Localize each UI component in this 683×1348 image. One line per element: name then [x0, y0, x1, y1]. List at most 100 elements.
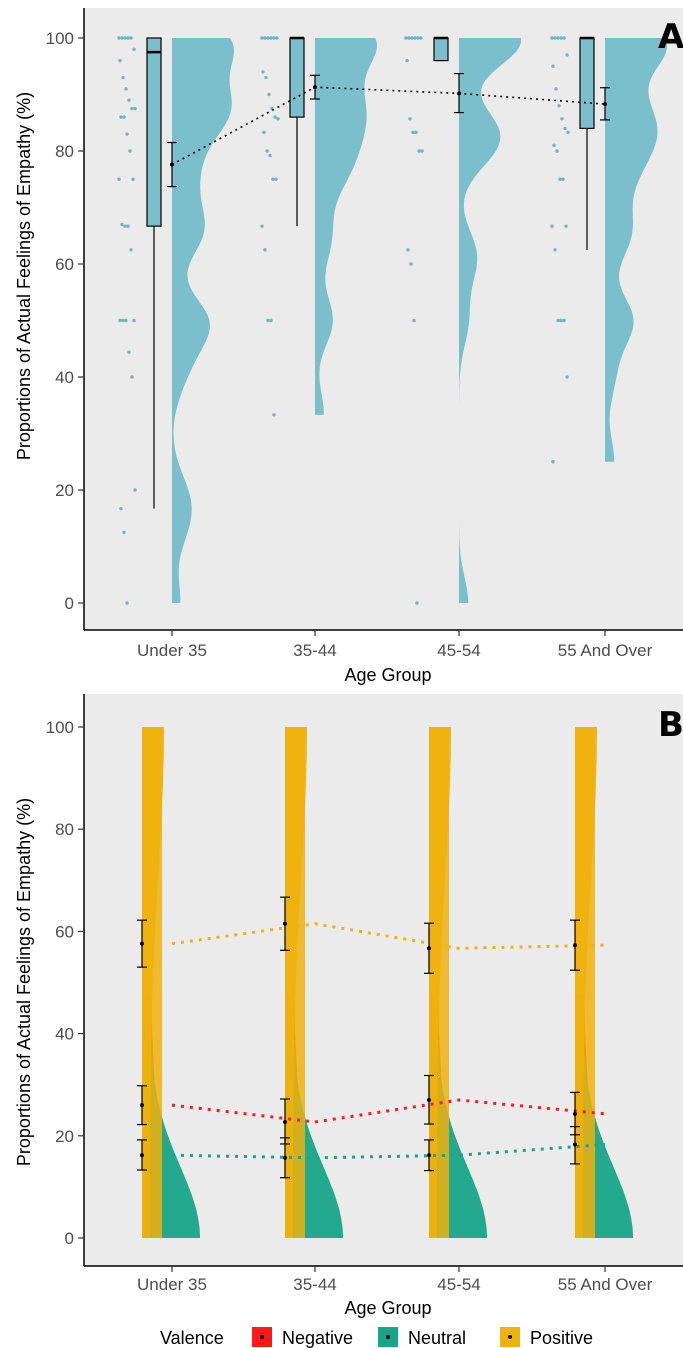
raw-point: [559, 36, 563, 40]
raw-point: [126, 224, 130, 228]
x-tick-label: 35-44: [293, 641, 336, 660]
y-tick-label: 60: [55, 255, 74, 274]
raw-point: [133, 488, 137, 492]
legend-title: Valence: [160, 1328, 224, 1348]
box-positive: [285, 727, 305, 1238]
raw-point: [118, 58, 122, 63]
raw-point: [127, 98, 131, 102]
raw-point: [272, 36, 276, 40]
raw-point: [262, 130, 266, 135]
mean-point: [457, 91, 461, 96]
y-tick-label: 0: [65, 594, 74, 613]
raw-point: [269, 36, 273, 40]
raw-point: [416, 36, 420, 40]
x-tick-label: 55 And Over: [558, 641, 653, 660]
raw-point: [266, 318, 270, 323]
y-tick-label: 100: [46, 29, 74, 48]
panel-a-x-ticks: Under 35 35-44 45-54 55 And Over: [137, 630, 653, 660]
mean-point: [573, 943, 577, 948]
raw-point: [119, 115, 123, 119]
raw-point: [413, 36, 417, 40]
raw-point: [274, 177, 278, 181]
raw-point: [128, 149, 132, 153]
panel-b-y-axis-label: Proportions of Actual Feelings of Empath…: [14, 798, 34, 1166]
raw-point: [550, 36, 554, 40]
raw-point: [553, 248, 557, 252]
violin-1: [315, 38, 377, 415]
raw-point: [122, 115, 126, 119]
raw-point: [409, 262, 413, 266]
legend-label-positive: Positive: [530, 1328, 593, 1348]
raw-point: [273, 115, 277, 119]
raw-point: [559, 318, 563, 323]
raw-point: [123, 36, 127, 40]
panel-b-x-axis-label: Age Group: [344, 1298, 431, 1318]
box-2: [433, 37, 449, 62]
raw-point: [131, 177, 135, 181]
raw-point: [414, 130, 418, 135]
raw-point: [554, 87, 558, 91]
y-tick-label: 20: [55, 481, 74, 500]
raw-point: [420, 149, 424, 153]
violin-3: [605, 38, 667, 462]
raw-point: [408, 117, 412, 121]
raw-point: [130, 106, 134, 111]
y-tick-label: 80: [55, 142, 74, 161]
raw-point: [565, 375, 569, 379]
raw-point: [132, 318, 136, 323]
box-0: [146, 37, 162, 227]
raw-point: [118, 318, 122, 323]
raw-point: [561, 177, 565, 181]
raw-point: [406, 248, 410, 252]
x-tick-label: 55 And Over: [558, 1275, 653, 1294]
mean-point: [140, 941, 144, 946]
raw-point: [261, 70, 265, 74]
y-tick-label: 60: [55, 922, 74, 941]
panel-a-x-axis-label: Age Group: [344, 665, 431, 685]
raw-point: [557, 104, 561, 108]
box-positive: [142, 727, 162, 1238]
raw-point: [412, 318, 416, 323]
raw-point: [404, 36, 408, 40]
y-tick-label: 0: [65, 1229, 74, 1248]
raw-point: [121, 75, 125, 80]
raw-point: [129, 36, 133, 40]
raw-point: [558, 177, 562, 181]
mean-point: [283, 1120, 287, 1125]
raw-point: [124, 87, 128, 91]
raw-point: [122, 530, 126, 535]
raw-point: [564, 224, 568, 228]
raw-point: [127, 350, 131, 354]
panel-a-y-axis-label: Proportions of Actual Feelings of Empath…: [14, 92, 34, 460]
mean-point: [283, 1155, 287, 1160]
raw-point: [263, 36, 267, 40]
box-positive: [429, 727, 449, 1238]
panel-b-x-ticks: Under 35 35-44 45-54 55 And Over: [137, 1266, 653, 1294]
raw-point: [120, 222, 124, 227]
raw-point: [553, 36, 557, 40]
raw-point: [133, 106, 137, 111]
raw-point: [560, 117, 564, 121]
mean-point: [170, 162, 174, 167]
raw-point: [566, 130, 570, 135]
x-tick-label: 35-44: [293, 1275, 336, 1294]
legend-label-negative: Negative: [282, 1328, 353, 1348]
raw-point: [556, 318, 560, 323]
raw-point: [130, 375, 134, 379]
raw-point: [269, 318, 273, 323]
raw-point: [551, 460, 555, 464]
y-tick-label: 40: [55, 1025, 74, 1044]
mean-point: [573, 1142, 577, 1147]
legend: Valence Negative Neutral Positive: [160, 1327, 593, 1348]
raw-point: [119, 506, 123, 511]
raw-point: [556, 36, 560, 40]
raw-point: [411, 130, 415, 135]
legend-point: [508, 1335, 512, 1339]
panel-a-y-ticks: 0 20 40 60 80 100: [46, 29, 84, 613]
raw-point: [117, 36, 121, 40]
raw-point: [271, 177, 275, 181]
raw-point: [275, 36, 279, 40]
panel-b-marks: [137, 727, 633, 1238]
mean-point: [603, 102, 607, 107]
